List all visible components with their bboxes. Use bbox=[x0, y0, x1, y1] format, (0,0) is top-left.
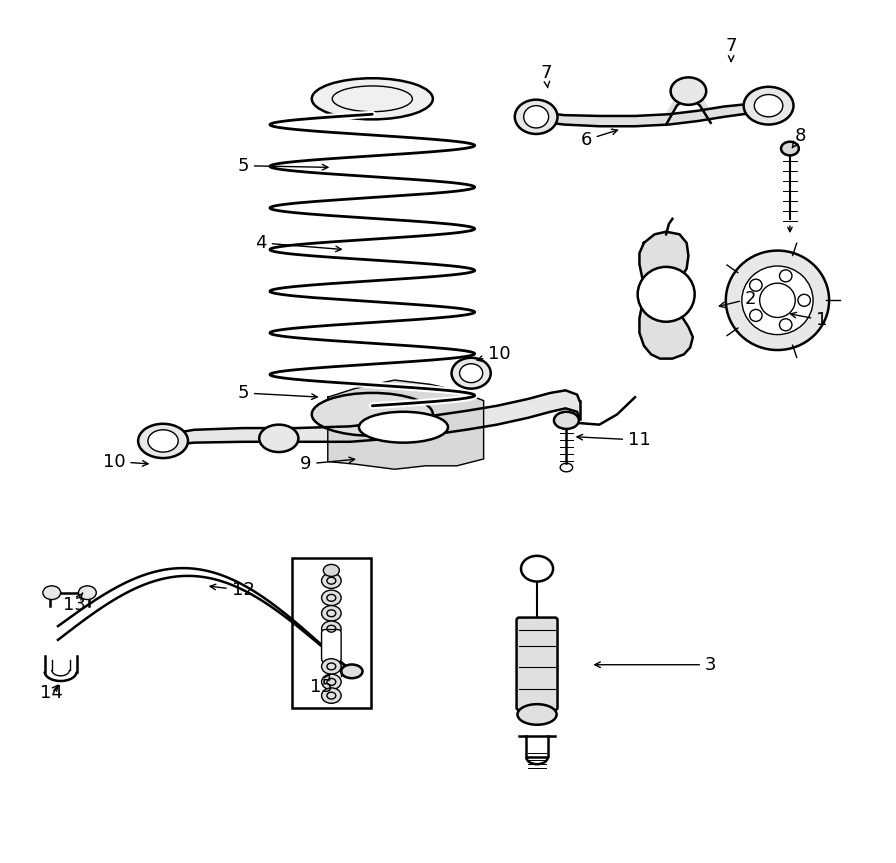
Polygon shape bbox=[640, 231, 693, 359]
Text: 6: 6 bbox=[581, 129, 617, 149]
Polygon shape bbox=[537, 100, 769, 126]
Text: 12: 12 bbox=[210, 581, 254, 599]
Ellipse shape bbox=[322, 674, 341, 690]
Ellipse shape bbox=[79, 586, 96, 600]
Text: 14: 14 bbox=[40, 684, 64, 702]
FancyBboxPatch shape bbox=[517, 618, 557, 710]
Text: 13: 13 bbox=[63, 593, 85, 614]
Ellipse shape bbox=[341, 665, 363, 678]
Ellipse shape bbox=[523, 105, 548, 128]
Text: 9: 9 bbox=[300, 455, 355, 473]
Text: 8: 8 bbox=[792, 127, 806, 148]
Polygon shape bbox=[328, 380, 484, 469]
Ellipse shape bbox=[138, 424, 188, 458]
Ellipse shape bbox=[322, 590, 341, 606]
Ellipse shape bbox=[726, 250, 829, 350]
Ellipse shape bbox=[515, 99, 557, 134]
Text: 3: 3 bbox=[595, 656, 717, 674]
Text: 2: 2 bbox=[719, 290, 756, 307]
Text: 10: 10 bbox=[103, 452, 148, 470]
Ellipse shape bbox=[322, 573, 341, 589]
Polygon shape bbox=[666, 85, 711, 124]
Ellipse shape bbox=[322, 621, 341, 636]
Ellipse shape bbox=[43, 586, 61, 600]
Ellipse shape bbox=[521, 556, 553, 582]
Ellipse shape bbox=[754, 95, 783, 117]
Text: 1: 1 bbox=[790, 311, 828, 329]
Ellipse shape bbox=[312, 79, 433, 119]
Text: 4: 4 bbox=[255, 234, 341, 252]
Ellipse shape bbox=[312, 393, 433, 436]
Bar bbox=[292, 557, 371, 708]
Ellipse shape bbox=[744, 87, 794, 124]
Ellipse shape bbox=[554, 412, 579, 429]
Ellipse shape bbox=[670, 78, 706, 104]
Polygon shape bbox=[159, 390, 580, 446]
Text: 5: 5 bbox=[237, 384, 317, 402]
Ellipse shape bbox=[148, 430, 178, 452]
Ellipse shape bbox=[322, 658, 341, 674]
Text: 5: 5 bbox=[237, 157, 328, 174]
Ellipse shape bbox=[460, 364, 483, 382]
Ellipse shape bbox=[518, 704, 556, 725]
Text: 7: 7 bbox=[540, 64, 552, 88]
Ellipse shape bbox=[742, 266, 813, 335]
Ellipse shape bbox=[452, 358, 491, 388]
Ellipse shape bbox=[638, 267, 694, 322]
FancyBboxPatch shape bbox=[322, 630, 341, 662]
Ellipse shape bbox=[322, 688, 341, 703]
Text: 10: 10 bbox=[478, 345, 511, 363]
Ellipse shape bbox=[317, 395, 427, 433]
Text: 11: 11 bbox=[577, 432, 650, 449]
Ellipse shape bbox=[781, 142, 799, 155]
Ellipse shape bbox=[323, 564, 340, 576]
Ellipse shape bbox=[322, 606, 341, 621]
Ellipse shape bbox=[259, 425, 298, 452]
Ellipse shape bbox=[359, 412, 448, 443]
Text: 7: 7 bbox=[726, 36, 737, 61]
Text: 15: 15 bbox=[310, 675, 333, 696]
